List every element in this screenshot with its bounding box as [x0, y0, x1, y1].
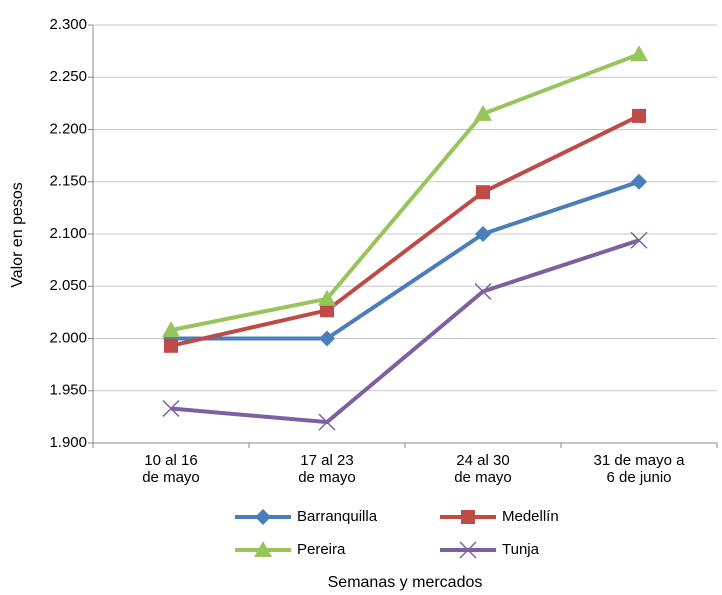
- marker: [320, 303, 334, 318]
- series-line: [170, 238, 640, 425]
- series-line: [171, 179, 640, 341]
- marker: [632, 108, 646, 123]
- x-axis-title: Semanas y mercados: [328, 574, 483, 591]
- x-tick-label: 24 al 30 de mayo: [454, 452, 512, 486]
- series-line: [170, 52, 640, 333]
- marker: [461, 510, 475, 524]
- y-tick-label: 1.900: [49, 434, 87, 451]
- marker: [630, 231, 648, 249]
- marker: [476, 185, 490, 200]
- marker: [318, 413, 336, 431]
- marker: [630, 45, 648, 62]
- marker: [318, 289, 336, 306]
- marker: [475, 226, 491, 242]
- y-tick-label: 2.050: [49, 277, 87, 294]
- legend-label: Medellín: [502, 508, 559, 525]
- marker: [162, 321, 180, 338]
- marker: [474, 282, 492, 301]
- y-tick-label: 2.200: [49, 120, 87, 137]
- y-tick-label: 2.000: [49, 329, 87, 346]
- y-tick-label: 2.300: [49, 16, 87, 33]
- y-tick-label: 1.950: [49, 382, 87, 399]
- marker: [254, 541, 272, 557]
- y-tick-label: 2.150: [49, 173, 87, 190]
- y-tick-label: 2.250: [49, 68, 87, 85]
- marker: [474, 104, 492, 121]
- legend-label: Tunja: [502, 541, 540, 558]
- marker: [255, 509, 271, 525]
- marker: [631, 173, 647, 190]
- marker: [162, 399, 180, 418]
- marker: [319, 330, 335, 347]
- x-tick-label: 10 al 16 de mayo: [142, 452, 200, 486]
- legend-label: Pereira: [297, 541, 346, 558]
- series-line: [170, 114, 640, 348]
- legend-label: Barranquilla: [297, 508, 378, 525]
- y-tick-label: 2.100: [49, 225, 87, 242]
- y-axis-title: Valor en pesos: [9, 182, 26, 288]
- marker: [459, 541, 477, 559]
- x-tick-label: 17 al 23 de mayo: [298, 452, 356, 486]
- marker: [164, 338, 178, 353]
